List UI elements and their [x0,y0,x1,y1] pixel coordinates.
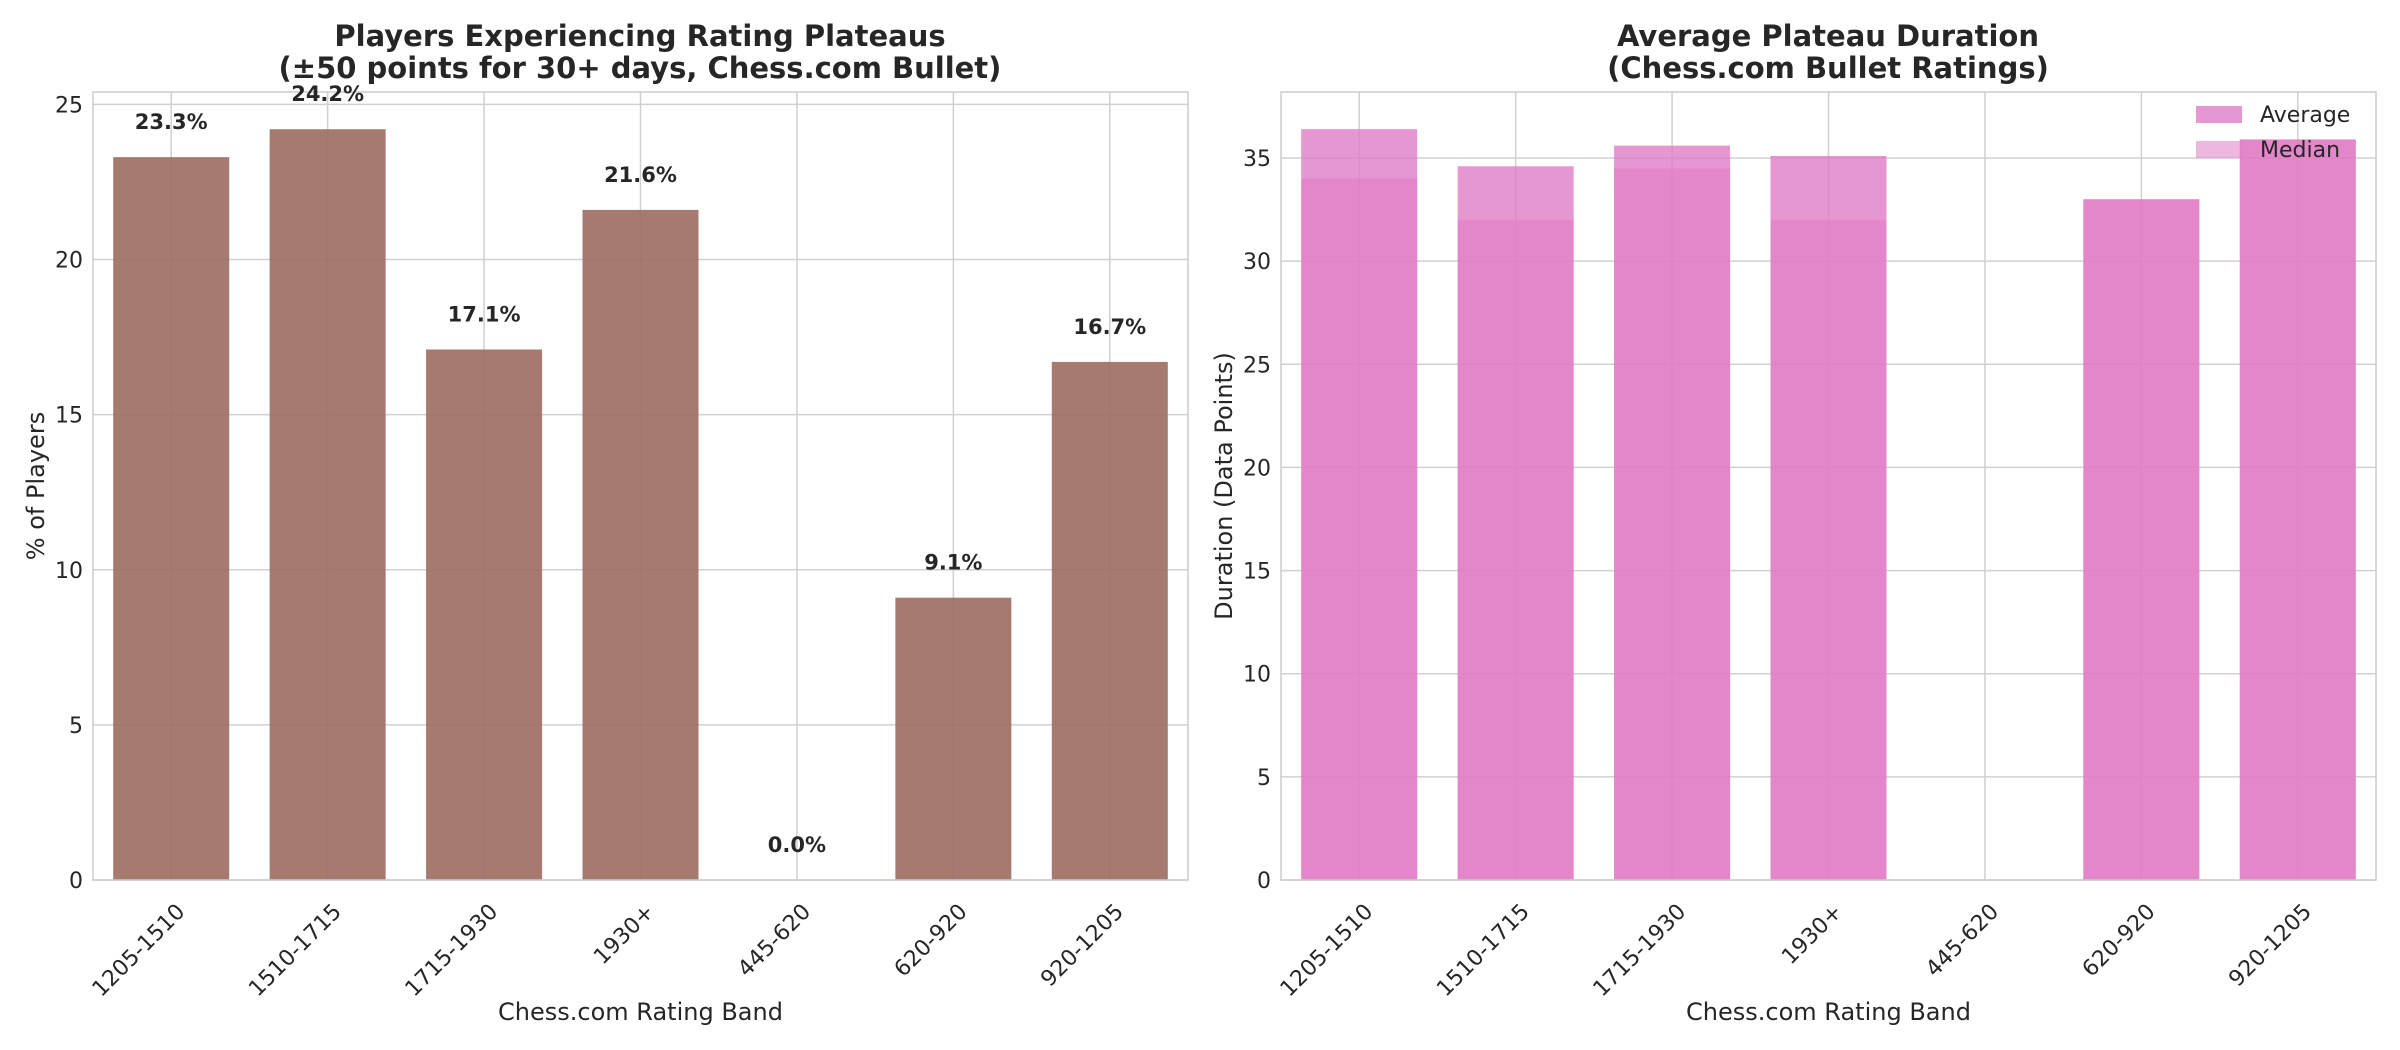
data-labels: 23.3% 24.2% 17.1% 21.6% 0.0% 9.1% 16.7% [135,82,1146,857]
data-label-620-920: 9.1% [924,551,982,575]
legend-label-median: Median [2260,138,2340,163]
bar-median-920-1205 [2239,139,2356,881]
bar-median-620-920 [2083,199,2200,880]
x-axis-label: Chess.com Rating Band [498,998,783,1026]
bar-1205-1510 [113,157,230,881]
y-tick-label: 30 [1243,250,1271,275]
legend-swatch-average [2196,106,2242,123]
bar-920-1205 [1051,361,1168,880]
bars [1301,129,2356,881]
data-label-445-620: 0.0% [768,833,826,857]
data-label-1205-1510: 23.3% [135,110,208,134]
bar-1510-1715 [269,129,386,881]
y-axis-label: % of Players [22,412,50,560]
legend-label-average: Average [2260,103,2350,128]
y-tick-label: 20 [55,249,83,274]
chart-subtitle: (Chess.com Bullet Ratings) [1607,51,2049,85]
data-label-1930-plus: 21.6% [604,163,677,187]
data-label-920-1205: 16.7% [1073,315,1146,339]
y-axis-label: Duration (Data Points) [1210,352,1238,620]
chart-subtitle: (±50 points for 30+ days, Chess.com Bull… [279,51,1002,85]
y-tick-label: 10 [55,559,83,584]
y-tick-label: 20 [1243,456,1271,481]
data-label-1510-1715: 24.2% [291,82,364,106]
y-tick-labels: 0 5 10 15 20 25 [55,93,83,894]
x-axis-label: Chess.com Rating Band [1686,998,1971,1026]
bar-median-1510-1715 [1457,219,1574,881]
y-tick-labels: 0 5 10 15 20 25 30 35 [1243,147,1271,894]
y-tick-label: 5 [1257,766,1271,791]
y-tick-label: 0 [1257,869,1271,894]
y-tick-label: 0 [69,869,83,894]
bars [113,129,1168,881]
y-tick-label: 25 [55,93,83,118]
y-tick-label: 5 [69,714,83,739]
plot-frame [92,91,1189,881]
chart-title: Average Plateau Duration [1617,19,2039,53]
data-label-1715-1930: 17.1% [448,302,521,326]
y-tick-label: 15 [55,404,83,429]
bar-median-1715-1930 [1614,168,1731,881]
y-tick-label: 25 [1243,353,1271,378]
bar-1930-plus [582,209,699,880]
chart-title: Players Experiencing Rating Plateaus [334,19,945,53]
bar-620-920 [895,597,1012,880]
plot-frame [1280,91,2377,881]
legend: Average Median [2196,103,2350,163]
y-tick-label: 15 [1243,560,1271,585]
y-tick-label: 10 [1243,663,1271,688]
bar-median-1930-plus [1770,219,1887,881]
bar-1715-1930 [426,349,543,880]
bar-median-1205-1510 [1301,178,1418,881]
legend-swatch-median [2196,141,2242,158]
y-tick-label: 35 [1243,147,1271,172]
